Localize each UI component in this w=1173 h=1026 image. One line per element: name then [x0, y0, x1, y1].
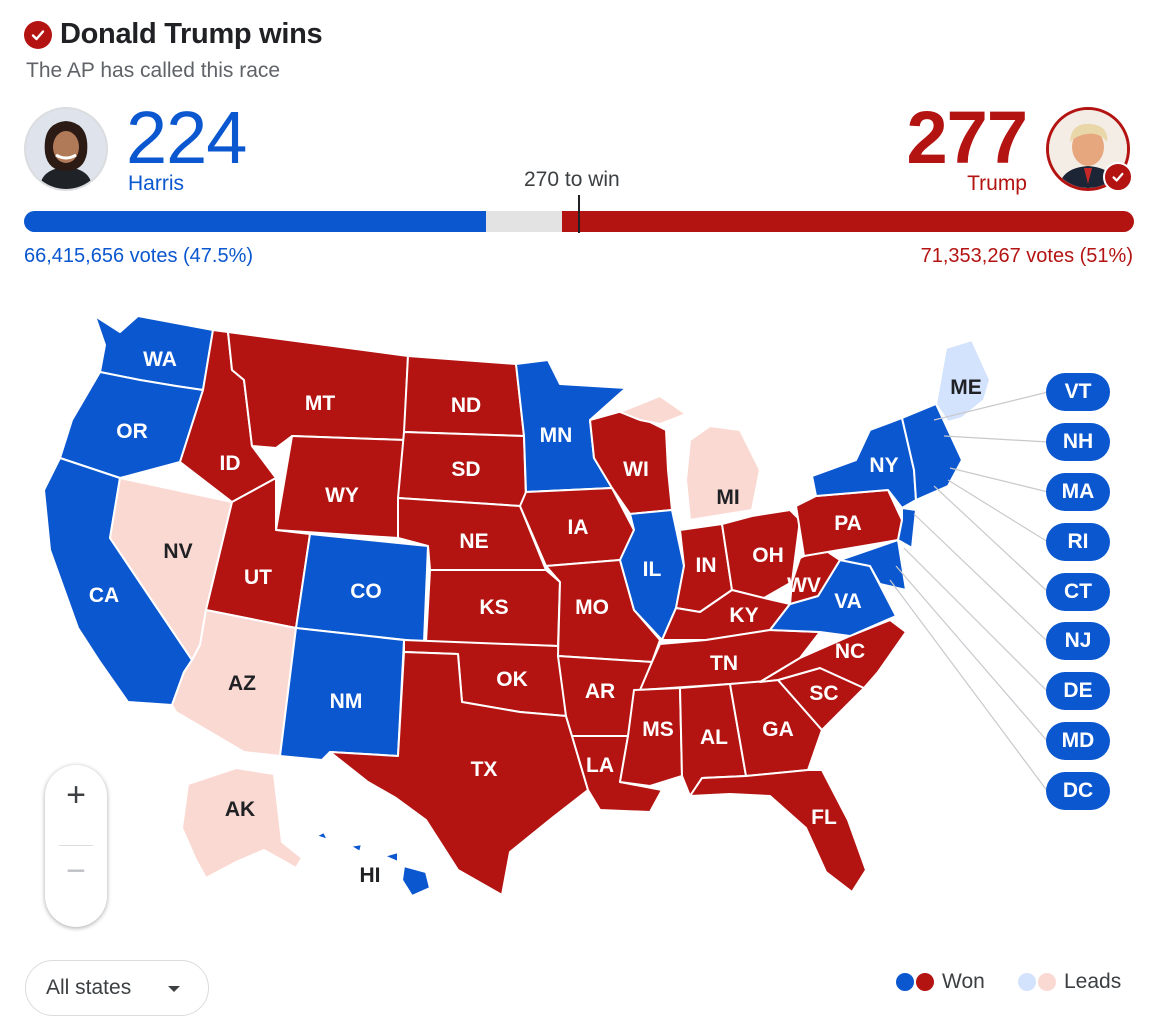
legend-leads: Leads — [1018, 970, 1121, 994]
zoom-out-button[interactable]: − — [66, 851, 86, 890]
label-oh: OH — [752, 544, 784, 567]
label-la: LA — [586, 754, 614, 777]
result-title: Donald Trump wins — [60, 18, 323, 50]
state-de-md[interactable] — [839, 539, 907, 591]
label-ut: UT — [244, 566, 272, 589]
label-mn: MN — [540, 424, 573, 447]
label-wa: WA — [143, 348, 177, 371]
electoral-vote-bar — [24, 211, 1134, 232]
label-ak: AK — [225, 798, 255, 821]
us-electoral-map[interactable]: WA OR CA NV ID MT WY UT AZ CO NM ND SD N… — [0, 290, 1173, 920]
legend-won-label: Won — [942, 970, 985, 993]
label-ar: AR — [585, 680, 615, 703]
trump-popular-vote: 71,353,267 votes (51%) — [920, 245, 1133, 267]
label-ga: GA — [762, 718, 794, 741]
state-mt[interactable] — [227, 331, 409, 449]
legend-dem-won-swatch — [896, 973, 914, 991]
pill-nh[interactable]: NH — [1046, 423, 1110, 461]
state-filter-dropdown[interactable]: All states — [25, 960, 209, 1016]
label-nd: ND — [451, 394, 481, 417]
harris-popular-vote: 66,415,656 votes (47.5%) — [24, 245, 254, 267]
label-hi: HI — [360, 864, 381, 887]
trump-name: Trump — [967, 172, 1027, 195]
label-ok: OK — [496, 668, 528, 691]
harris-electoral-votes: 224 — [126, 96, 247, 179]
label-ne: NE — [459, 530, 488, 553]
pill-md[interactable]: MD — [1046, 722, 1110, 760]
pill-de[interactable]: DE — [1046, 672, 1110, 710]
trump-avatar[interactable] — [1046, 107, 1133, 192]
state-fl[interactable] — [689, 769, 867, 893]
label-mt: MT — [305, 392, 335, 415]
label-co: CO — [350, 580, 382, 603]
winner-check-icon — [1103, 162, 1133, 192]
trump-bar-fill — [562, 211, 1134, 232]
threshold-label: 270 to win — [524, 168, 620, 191]
label-nc: NC — [835, 640, 865, 663]
result-subtitle: The AP has called this race — [26, 59, 281, 82]
state-tx[interactable] — [329, 651, 589, 896]
check-circle-icon — [24, 20, 52, 49]
label-il: IL — [643, 558, 662, 581]
label-sd: SD — [451, 458, 480, 481]
label-wv: WV — [787, 574, 821, 597]
headline: Donald Trump wins — [24, 18, 323, 51]
label-al: AL — [700, 726, 728, 749]
label-mi: MI — [716, 486, 739, 509]
label-wi: WI — [623, 458, 649, 481]
label-ca: CA — [89, 584, 119, 607]
state-nj[interactable] — [897, 507, 917, 549]
legend-leads-label: Leads — [1064, 970, 1122, 993]
chevron-down-icon — [168, 986, 180, 992]
state-me[interactable] — [935, 339, 991, 423]
harris-avatar[interactable] — [24, 107, 108, 191]
pill-ma[interactable]: MA — [1046, 473, 1110, 511]
label-in: IN — [696, 554, 717, 577]
label-wy: WY — [325, 484, 359, 507]
state-hi[interactable] — [315, 831, 431, 897]
legend-rep-leads-swatch — [1038, 973, 1056, 991]
label-ms: MS — [642, 718, 674, 741]
pill-ri[interactable]: RI — [1046, 523, 1110, 561]
label-ky: KY — [729, 604, 758, 627]
harris-name: Harris — [128, 172, 184, 195]
label-sc: SC — [809, 682, 838, 705]
label-fl: FL — [811, 806, 837, 829]
label-va: VA — [834, 590, 862, 613]
label-az: AZ — [228, 672, 256, 695]
state-mi[interactable] — [619, 395, 761, 521]
state-filter-value: All states — [46, 976, 132, 999]
harris-bar-fill — [24, 211, 486, 232]
trump-electoral-votes: 277 — [906, 96, 1028, 179]
zoom-control: + − — [45, 765, 107, 927]
zoom-divider — [59, 845, 93, 846]
label-tn: TN — [710, 652, 738, 675]
label-mo: MO — [575, 596, 609, 619]
label-ny: NY — [869, 454, 898, 477]
state-nc[interactable] — [759, 619, 907, 689]
label-nv: NV — [163, 540, 192, 563]
pill-ct[interactable]: CT — [1046, 573, 1110, 611]
pill-vt[interactable]: VT — [1046, 373, 1110, 411]
label-pa: PA — [834, 512, 862, 535]
state-ak[interactable] — [181, 767, 303, 879]
threshold-marker — [578, 195, 580, 233]
label-id: ID — [220, 452, 241, 475]
label-nm: NM — [330, 690, 363, 713]
pill-nj[interactable]: NJ — [1046, 622, 1110, 660]
pill-dc[interactable]: DC — [1046, 772, 1110, 810]
label-ks: KS — [479, 596, 508, 619]
zoom-in-button[interactable]: + — [66, 775, 86, 814]
callout-lines — [889, 391, 1049, 793]
label-ia: IA — [568, 516, 589, 539]
legend-won: Won — [896, 970, 985, 994]
label-or: OR — [116, 420, 148, 443]
legend-dem-leads-swatch — [1018, 973, 1036, 991]
label-me: ME — [950, 376, 982, 399]
label-tx: TX — [471, 758, 498, 781]
legend-rep-won-swatch — [916, 973, 934, 991]
